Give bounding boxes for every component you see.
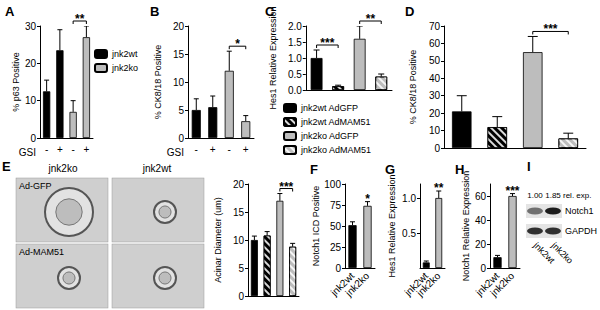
svg-text:E: E [2, 159, 11, 174]
svg-text:100: 100 [324, 179, 341, 190]
svg-text:H: H [455, 162, 464, 177]
svg-text:jnk2ko AdGFP: jnk2ko AdGFP [300, 131, 359, 141]
svg-text:B: B [150, 4, 159, 19]
svg-text:jnk2ko: jnk2ko [111, 63, 138, 73]
svg-text:% p63 Positive: % p63 Positive [11, 52, 21, 112]
svg-text:GSI: GSI [167, 147, 184, 158]
svg-text:0: 0 [30, 133, 36, 144]
svg-text:**: ** [75, 12, 85, 26]
svg-text:0: 0 [480, 263, 486, 274]
svg-text:-: - [195, 144, 198, 155]
svg-text:Notch1: Notch1 [565, 206, 594, 216]
svg-text:jnk2wt: jnk2wt [531, 240, 557, 266]
svg-text:20: 20 [475, 239, 487, 250]
svg-text:25: 25 [330, 242, 342, 253]
svg-text:rel. exp.: rel. exp. [563, 191, 591, 200]
svg-text:Notch1 ICD Positive: Notch1 ICD Positive [311, 186, 321, 267]
svg-text:20: 20 [173, 21, 185, 32]
svg-text:GAPDH: GAPDH [565, 226, 597, 236]
svg-text:0.0: 0.0 [288, 85, 302, 96]
svg-text:0: 0 [434, 143, 440, 154]
svg-text:jnk2wt: jnk2wt [402, 270, 431, 298]
svg-text:1.5: 1.5 [288, 37, 302, 48]
svg-text:***: *** [279, 180, 293, 194]
svg-text:**: ** [366, 12, 376, 26]
svg-text:+: + [210, 144, 216, 155]
svg-text:10: 10 [25, 95, 37, 106]
svg-text:40: 40 [475, 215, 487, 226]
svg-text:5: 5 [238, 263, 244, 274]
svg-text:30: 30 [429, 90, 441, 101]
svg-text:***: *** [505, 184, 519, 198]
svg-text:jnk2wt AdMAM51: jnk2wt AdMAM51 [300, 117, 371, 127]
svg-text:0.5: 0.5 [402, 228, 416, 239]
svg-text:0: 0 [238, 291, 244, 302]
svg-text:jnk2wt: jnk2wt [473, 270, 502, 298]
svg-text:GSI: GSI [19, 147, 36, 158]
svg-text:50: 50 [330, 221, 342, 232]
svg-text:jnk2ko: jnk2ko [414, 270, 443, 299]
svg-text:75: 75 [330, 200, 342, 211]
svg-text:% CK8/18 Positive: % CK8/18 Positive [153, 45, 163, 120]
svg-text:I: I [527, 159, 531, 174]
svg-text:jnk2wt: jnk2wt [142, 163, 172, 174]
svg-text:-: - [228, 144, 231, 155]
svg-text:*: * [235, 37, 240, 51]
svg-text:**: ** [434, 181, 444, 195]
svg-text:C: C [265, 4, 275, 19]
svg-text:jnk2wt: jnk2wt [328, 270, 357, 298]
svg-text:1.0: 1.0 [402, 193, 416, 204]
svg-text:10: 10 [233, 235, 245, 246]
svg-text:D: D [405, 4, 414, 19]
svg-text:Hes1 Relative Expression: Hes1 Relative Expression [268, 6, 278, 109]
svg-text:0: 0 [178, 133, 184, 144]
svg-text:jnk2ko: jnk2ko [342, 270, 371, 299]
svg-text:*: * [365, 192, 370, 206]
svg-text:***: *** [543, 22, 557, 36]
svg-text:10: 10 [173, 77, 185, 88]
svg-text:jnk2ko: jnk2ko [549, 240, 575, 266]
svg-text:20: 20 [25, 58, 37, 69]
svg-text:60: 60 [429, 38, 441, 49]
svg-text:15: 15 [173, 49, 185, 60]
svg-text:F: F [310, 162, 318, 177]
svg-text:1.0: 1.0 [288, 53, 302, 64]
svg-text:Hes1 Relative Expression: Hes1 Relative Expression [387, 174, 397, 277]
svg-text:jnk2wt: jnk2wt [111, 49, 138, 59]
svg-text:Ad-MAM51: Ad-MAM51 [19, 247, 64, 257]
svg-text:G: G [385, 162, 395, 177]
svg-text:1.00: 1.00 [527, 191, 543, 200]
svg-text:+: + [57, 144, 63, 155]
svg-text:-: - [45, 144, 48, 155]
svg-text:A: A [5, 4, 15, 19]
svg-text:jnk2ko: jnk2ko [48, 163, 78, 174]
svg-text:10: 10 [429, 125, 441, 136]
svg-text:40: 40 [429, 73, 441, 84]
svg-text:Acinar Diameter (um): Acinar Diameter (um) [213, 197, 223, 283]
svg-text:70: 70 [429, 21, 441, 32]
svg-text:2.0: 2.0 [288, 21, 302, 32]
svg-text:50: 50 [429, 55, 441, 66]
svg-text:5: 5 [178, 105, 184, 116]
svg-text:0.5: 0.5 [288, 69, 302, 80]
svg-text:30: 30 [25, 21, 37, 32]
svg-text:jnk2wt AdGFP: jnk2wt AdGFP [300, 103, 358, 113]
svg-text:jnk2ko AdMAM51: jnk2ko AdMAM51 [300, 145, 371, 155]
svg-text:jnk2ko: jnk2ko [487, 270, 516, 299]
svg-text:60: 60 [475, 191, 487, 202]
svg-text:Notch1 Relative Expression: Notch1 Relative Expression [461, 171, 471, 282]
svg-text:+: + [243, 144, 249, 155]
svg-text:15: 15 [233, 207, 245, 218]
svg-text:+: + [83, 144, 89, 155]
svg-text:Ad-GFP: Ad-GFP [19, 181, 52, 191]
svg-text:20: 20 [429, 108, 441, 119]
svg-text:20: 20 [233, 179, 245, 190]
svg-text:0: 0 [335, 263, 341, 274]
svg-text:-: - [71, 144, 74, 155]
svg-text:***: *** [320, 36, 334, 50]
svg-text:1.85: 1.85 [545, 191, 561, 200]
svg-text:% CK8/18 Positive: % CK8/18 Positive [408, 50, 418, 125]
